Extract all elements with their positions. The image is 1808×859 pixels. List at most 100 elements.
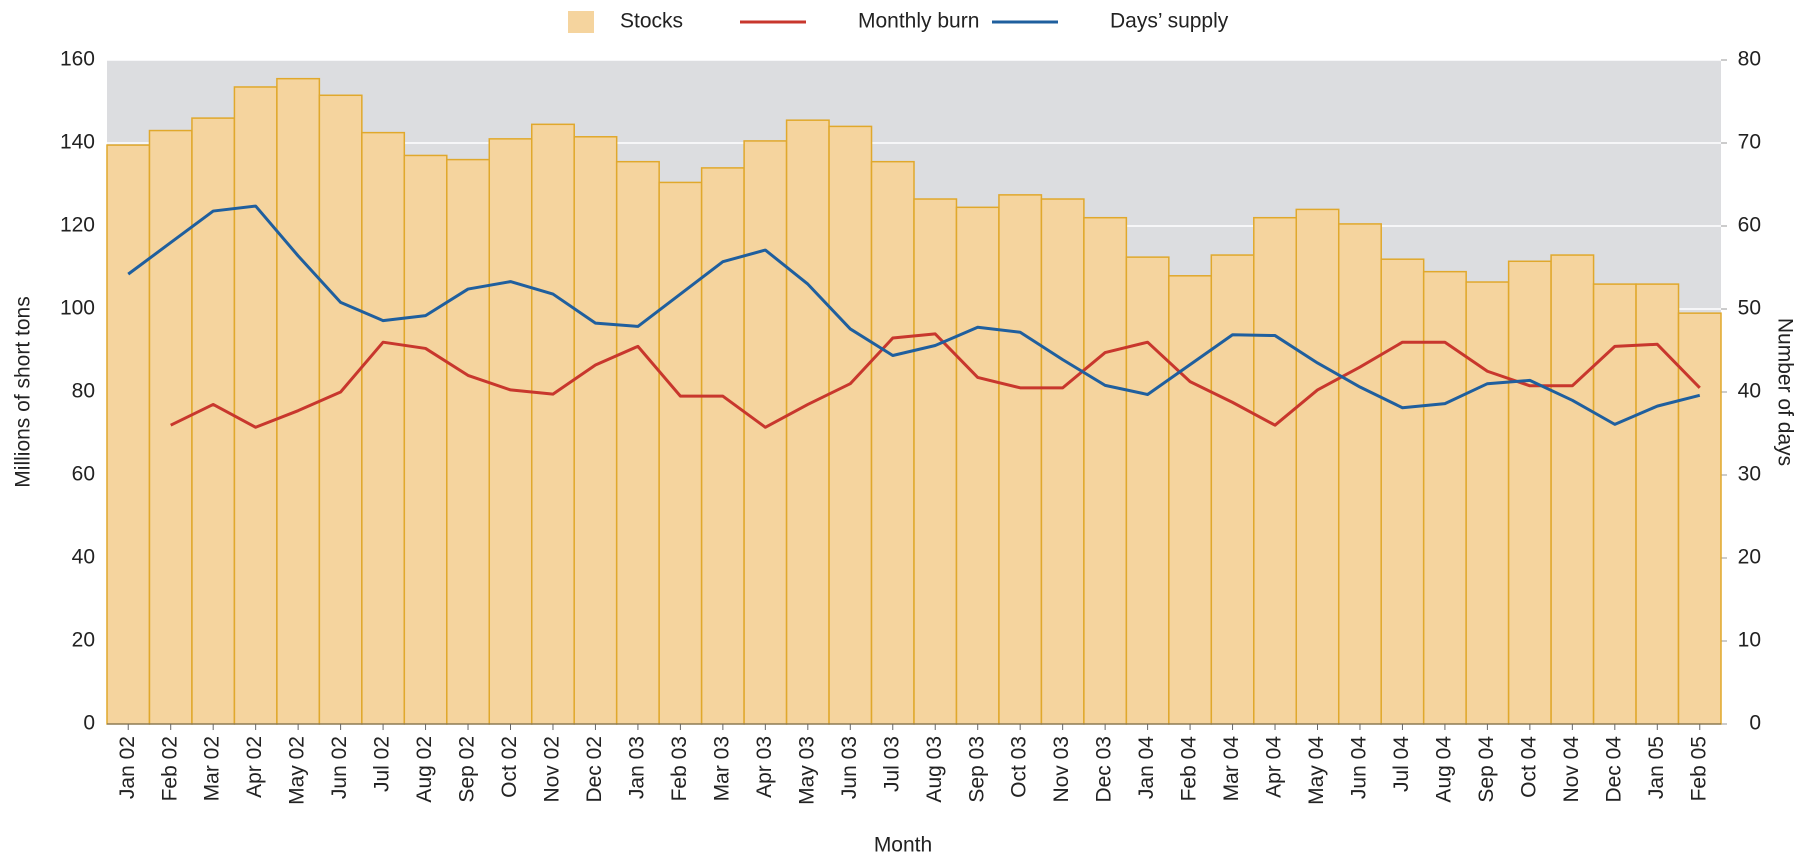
y2-tick-label: 70 <box>1738 131 1761 154</box>
bar <box>828 125 873 725</box>
x-tick-label: Apr 04 <box>1263 736 1286 798</box>
y2-tick-label: 30 <box>1738 463 1761 486</box>
x-tick-label: Feb 03 <box>668 736 691 801</box>
bar <box>913 198 958 725</box>
x-tick-label: Jun 02 <box>328 736 351 799</box>
x-tick-label: Nov 02 <box>541 736 564 803</box>
bar <box>1422 270 1467 725</box>
y2-tick-label: 40 <box>1738 380 1761 403</box>
bar <box>148 129 193 725</box>
legend-label: Monthly burn <box>858 10 979 33</box>
line <box>170 332 1701 429</box>
x-tick-label: Jan 03 <box>625 736 648 799</box>
bar <box>403 154 448 725</box>
y2-tick-label: 10 <box>1738 629 1761 652</box>
x-tick-label: Aug 03 <box>923 736 946 803</box>
bar <box>1507 260 1552 725</box>
x-tick-label: Feb 02 <box>158 736 181 801</box>
y-tick-label: 120 <box>60 214 95 237</box>
x-tick-label: Dec 02 <box>583 736 606 803</box>
y-tick-label: 100 <box>60 297 95 320</box>
bar <box>1380 258 1425 725</box>
bar <box>1465 281 1510 725</box>
x-tick-label: Jan 02 <box>116 736 139 799</box>
bar <box>700 167 745 725</box>
x-tick-label: Jan 05 <box>1645 736 1668 799</box>
bar <box>785 119 830 725</box>
x-tick-label: Jun 04 <box>1348 736 1371 799</box>
x-tick-label: Oct 03 <box>1008 736 1031 798</box>
bar <box>361 131 406 725</box>
bar <box>615 160 660 725</box>
bar <box>1253 216 1298 725</box>
x-tick-label: Nov 04 <box>1560 736 1583 803</box>
x-tick-label: Jun 03 <box>838 736 861 799</box>
bar <box>743 140 788 725</box>
x-tick-label: Nov 03 <box>1050 736 1073 803</box>
bar <box>1635 283 1680 725</box>
legend-label: Stocks <box>620 10 683 33</box>
y-tick-label: 0 <box>83 712 95 735</box>
bar <box>276 77 321 725</box>
x-tick-label: May 03 <box>795 736 818 805</box>
bar <box>573 136 618 725</box>
x-tick-label: Sep 03 <box>965 736 988 803</box>
x-tick-label: Dec 03 <box>1093 736 1116 803</box>
x-tick-label: Feb 05 <box>1687 736 1710 801</box>
x-tick-label: Oct 02 <box>498 736 521 798</box>
y-tick-label: 60 <box>72 463 95 486</box>
x-tick-label: Apr 03 <box>753 736 776 798</box>
bar <box>1040 198 1085 725</box>
y-tick-label: 40 <box>72 546 95 569</box>
bar <box>1210 254 1255 725</box>
bar <box>1083 216 1128 725</box>
x-tick-label: Mar 03 <box>710 736 733 801</box>
bar <box>488 138 533 725</box>
x-tick-label: Jan 04 <box>1135 736 1158 799</box>
bar <box>446 158 491 725</box>
bar <box>870 160 915 725</box>
bar <box>1592 283 1637 725</box>
x-tick-label: Jul 02 <box>371 736 394 792</box>
x-tick-label: Oct 04 <box>1517 736 1540 798</box>
bar <box>1125 256 1170 725</box>
x-tick-label: Jul 04 <box>1390 736 1413 792</box>
x-tick-label: Mar 02 <box>201 736 224 801</box>
x-tick-label: Sep 04 <box>1475 736 1498 803</box>
x-tick-label: Sep 02 <box>456 736 479 803</box>
y2-tick-label: 0 <box>1749 712 1761 735</box>
y2-tick-label: 60 <box>1738 214 1761 237</box>
x-tick-label: Apr 02 <box>243 736 266 798</box>
bar <box>1295 208 1340 725</box>
legend-label: Days’ supply <box>1110 10 1229 33</box>
bar <box>998 194 1043 725</box>
bar <box>1337 223 1382 725</box>
y-tick-label: 140 <box>60 131 95 154</box>
x-tick-label: Feb 04 <box>1178 736 1201 802</box>
line <box>127 204 1701 426</box>
bar <box>530 123 575 725</box>
legend-swatch <box>568 11 594 33</box>
x-axis-label: Month <box>874 834 932 857</box>
bar <box>658 181 703 725</box>
bar <box>1168 275 1213 725</box>
bar <box>233 86 278 725</box>
bar <box>1550 254 1595 725</box>
y2-tick-label: 20 <box>1738 546 1761 569</box>
bar <box>318 94 363 725</box>
y-axis-label: Millions of short tons <box>12 296 35 487</box>
x-tick-label: Aug 02 <box>413 736 436 803</box>
bar <box>955 206 1000 725</box>
y-tick-label: 160 <box>60 48 95 71</box>
x-tick-label: May 04 <box>1305 736 1328 805</box>
x-tick-label: Aug 04 <box>1432 736 1455 803</box>
y2-tick-label: 50 <box>1738 297 1761 320</box>
x-tick-label: Dec 04 <box>1602 736 1625 803</box>
bar <box>1677 312 1722 725</box>
x-tick-label: May 02 <box>286 736 309 805</box>
x-tick-label: Mar 04 <box>1220 736 1243 802</box>
x-tick-label: Jul 03 <box>880 736 903 792</box>
y2-axis-label: Number of days <box>1773 318 1796 466</box>
y-tick-label: 20 <box>72 629 95 652</box>
